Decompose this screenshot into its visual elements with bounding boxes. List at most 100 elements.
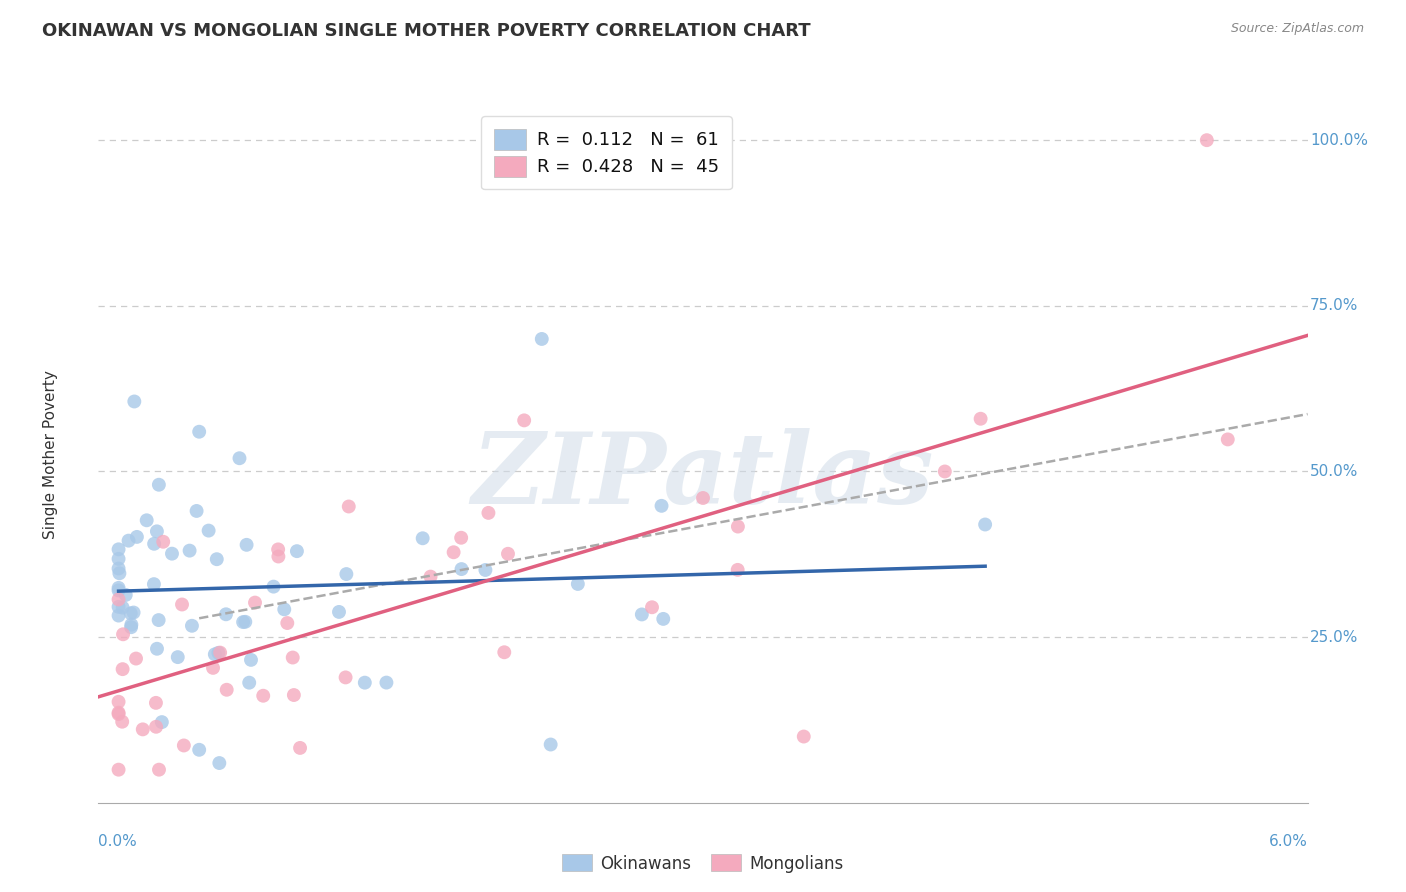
Point [474, 563, 496, 577]
Point [727, 519, 749, 533]
Text: 100.0%: 100.0% [1310, 133, 1368, 148]
Point [107, 552, 129, 566]
Point [969, 411, 991, 425]
Point [263, 580, 285, 594]
Point [208, 756, 231, 770]
Point [651, 499, 673, 513]
Point [120, 617, 142, 632]
Point [179, 543, 201, 558]
Point [450, 562, 472, 576]
Point [188, 425, 211, 439]
Point [114, 588, 136, 602]
Legend: Okinawans, Mongolians: Okinawans, Mongolians [555, 847, 851, 880]
Point [152, 534, 174, 549]
Point [540, 738, 562, 752]
Point [202, 661, 225, 675]
Point [477, 506, 499, 520]
Point [283, 688, 305, 702]
Point [209, 646, 232, 660]
Point [207, 646, 229, 660]
Point [145, 720, 167, 734]
Point [107, 583, 129, 598]
Point [375, 675, 398, 690]
Text: OKINAWAN VS MONGOLIAN SINGLE MOTHER POVERTY CORRELATION CHART: OKINAWAN VS MONGOLIAN SINGLE MOTHER POVE… [42, 22, 811, 40]
Point [567, 577, 589, 591]
Point [288, 740, 311, 755]
Point [135, 513, 157, 527]
Point [170, 598, 193, 612]
Point [276, 615, 298, 630]
Point [252, 689, 274, 703]
Point [145, 696, 167, 710]
Point [240, 653, 263, 667]
Point [267, 549, 290, 564]
Point [120, 620, 142, 634]
Point [443, 545, 465, 559]
Point [233, 615, 256, 629]
Point [107, 763, 129, 777]
Point [215, 607, 238, 622]
Point [125, 651, 148, 665]
Text: 25.0%: 25.0% [1310, 630, 1358, 645]
Point [120, 607, 142, 621]
Text: ZIPatlas: ZIPatlas [472, 427, 934, 524]
Point [228, 451, 250, 466]
Point [412, 531, 434, 545]
Point [335, 567, 357, 582]
Point [513, 413, 536, 427]
Point [148, 477, 170, 491]
Point [146, 641, 169, 656]
Point [273, 602, 295, 616]
Point [1216, 433, 1239, 447]
Text: 0.0%: 0.0% [98, 834, 138, 849]
Point [143, 537, 166, 551]
Point [186, 504, 208, 518]
Text: 50.0%: 50.0% [1310, 464, 1358, 479]
Point [125, 530, 148, 544]
Point [148, 763, 170, 777]
Point [335, 670, 357, 684]
Point [111, 600, 134, 615]
Point [1195, 133, 1218, 147]
Point [188, 743, 211, 757]
Point [166, 650, 188, 665]
Point [243, 596, 266, 610]
Point [173, 739, 195, 753]
Point [117, 533, 139, 548]
Point [107, 695, 129, 709]
Point [197, 524, 219, 538]
Point [215, 682, 238, 697]
Point [285, 544, 308, 558]
Point [281, 650, 304, 665]
Point [111, 714, 134, 729]
Point [107, 561, 129, 575]
Point [974, 517, 997, 532]
Point [419, 569, 441, 583]
Point [727, 563, 749, 577]
Point [107, 592, 129, 607]
Point [122, 606, 145, 620]
Point [204, 648, 226, 662]
Point [148, 613, 170, 627]
Point [107, 707, 129, 722]
Point [235, 538, 257, 552]
Point [124, 394, 146, 409]
Point [337, 500, 360, 514]
Point [111, 662, 134, 676]
Point [692, 491, 714, 505]
Text: Single Mother Poverty: Single Mother Poverty [42, 370, 58, 540]
Point [267, 542, 290, 557]
Point [107, 542, 129, 557]
Point [107, 706, 129, 720]
Legend: R =  0.112   N =  61, R =  0.428   N =  45: R = 0.112 N = 61, R = 0.428 N = 45 [481, 116, 731, 189]
Point [496, 547, 519, 561]
Point [181, 619, 204, 633]
Point [934, 465, 956, 479]
Point [353, 675, 375, 690]
Point [160, 547, 183, 561]
Point [107, 608, 129, 623]
Point [641, 600, 664, 615]
Point [238, 675, 260, 690]
Point [793, 730, 815, 744]
Point [450, 531, 472, 545]
